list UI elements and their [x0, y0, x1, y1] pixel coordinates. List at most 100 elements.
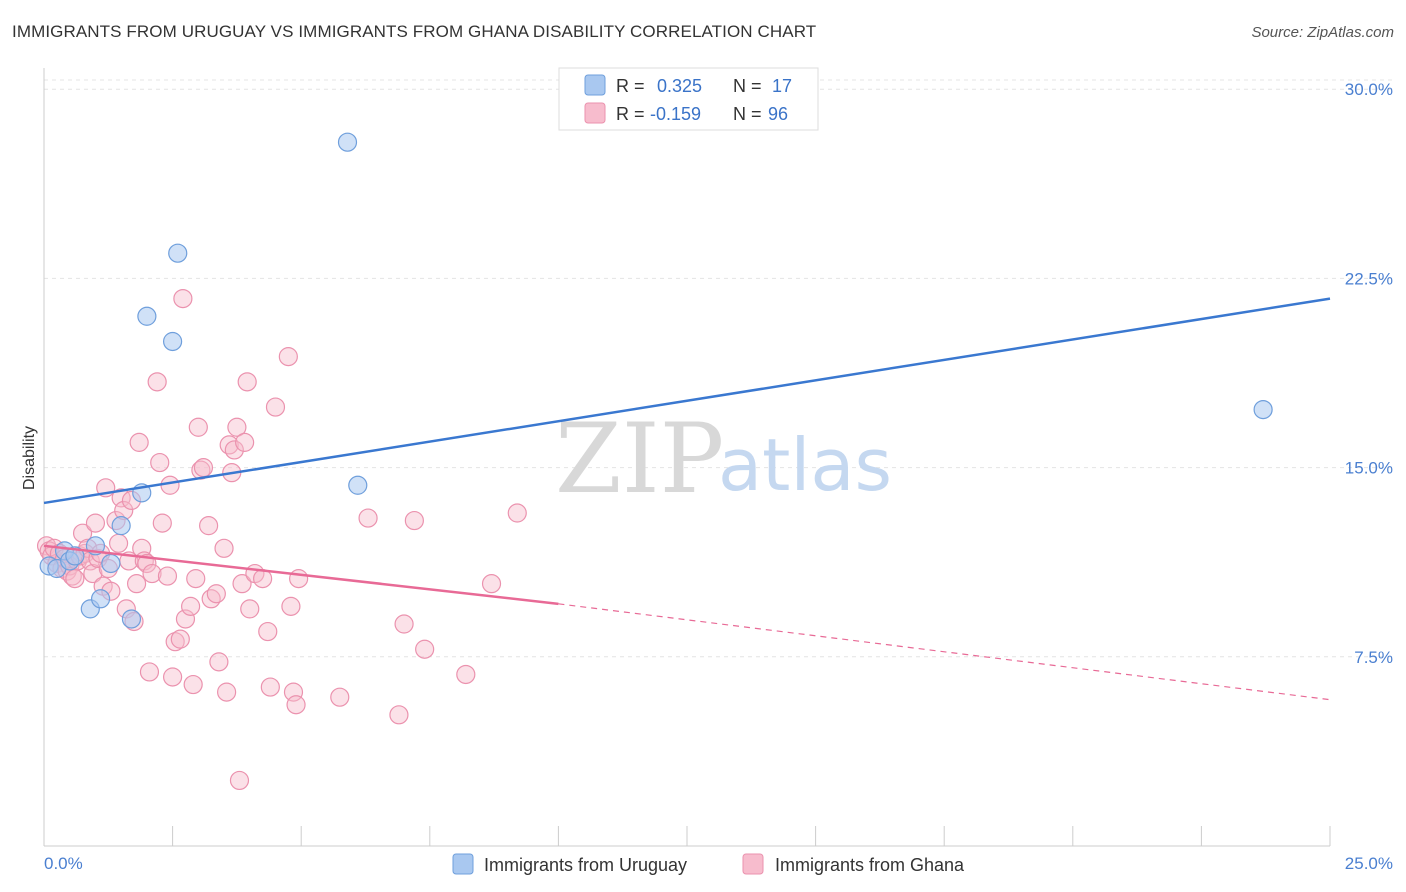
ghana-series-swatch	[742, 853, 764, 875]
uruguay-point	[348, 475, 368, 495]
uruguay-r-value: 0.325	[657, 76, 702, 96]
ghana-points	[36, 289, 527, 791]
y-tick-label: 22.5%	[1345, 269, 1393, 288]
x-tick-label: 0.0%	[44, 854, 83, 873]
ghana-point	[358, 508, 378, 528]
y-tick-label: 15.0%	[1345, 459, 1393, 478]
ghana-point	[224, 440, 244, 460]
ghana-point	[283, 682, 304, 702]
ghana-point	[281, 596, 301, 616]
ghana-point	[507, 503, 527, 523]
watermark-atlas: atlas	[718, 423, 892, 507]
ghana-point	[170, 629, 190, 649]
y-tick-labels: 7.5% 15.0% 22.5% 30.0%	[1345, 80, 1393, 667]
ghana-point	[265, 397, 286, 417]
uruguay-series-label: Immigrants from Uruguay	[484, 855, 687, 875]
uruguay-point	[121, 609, 142, 629]
ghana-point	[160, 475, 180, 495]
chart-title: IMMIGRANTS FROM URUGUAY VS IMMIGRANTS FR…	[12, 22, 817, 41]
ghana-point	[157, 566, 178, 586]
uruguay-trend-line	[43, 297, 1331, 505]
ghana-point	[415, 639, 435, 659]
ghana-point	[83, 563, 103, 584]
ghana-point	[72, 523, 93, 543]
ghana-point	[209, 652, 229, 672]
ghana-point	[126, 574, 147, 594]
stats-legend: R = 0.325 N = 17 R = -0.159 N = 96	[558, 67, 819, 131]
ghana-point	[183, 674, 203, 695]
ghana-point	[260, 677, 280, 697]
ghana-point	[181, 596, 201, 616]
ghana-point	[173, 289, 193, 309]
ghana-r-label: R =	[616, 104, 645, 124]
uruguay-point	[163, 331, 183, 352]
ghana-point	[217, 682, 237, 702]
axes	[43, 68, 1331, 847]
uruguay-point	[168, 243, 188, 263]
uruguay-series-swatch	[452, 853, 474, 875]
ghana-point	[227, 417, 247, 437]
uruguay-point	[90, 589, 111, 609]
ghana-point	[232, 574, 252, 594]
ghana-point	[150, 452, 170, 473]
ghana-legend-swatch	[584, 102, 606, 124]
ghana-point	[394, 614, 414, 634]
ghana-r-value: -0.159	[650, 104, 701, 124]
ghana-point	[456, 664, 476, 685]
ghana-trend-extension	[558, 603, 1331, 701]
ghana-point	[199, 516, 219, 536]
x-tick-label: 25.0%	[1345, 854, 1393, 873]
source-credit: Source: ZipAtlas.com	[1251, 24, 1394, 41]
series-legend: Immigrants from Uruguay Immigrants from …	[452, 853, 965, 875]
ghana-point	[330, 687, 350, 707]
y-tick-label: 7.5%	[1354, 648, 1393, 667]
uruguay-point	[137, 306, 157, 326]
ghana-point	[389, 705, 409, 725]
ghana-point	[278, 347, 298, 367]
ghana-point	[286, 695, 306, 715]
ghana-point	[188, 417, 208, 437]
uruguay-legend-swatch	[584, 74, 606, 96]
ghana-point	[152, 513, 172, 533]
ghana-point	[481, 574, 502, 594]
ghana-point	[129, 432, 149, 452]
uruguay-point	[101, 553, 121, 574]
ghana-point	[289, 569, 309, 589]
uruguay-point	[111, 516, 131, 536]
uruguay-point	[65, 546, 85, 566]
ghana-point	[108, 533, 129, 553]
uruguay-point	[1253, 399, 1273, 420]
y-tick-label: 30.0%	[1345, 80, 1393, 99]
uruguay-r-label: R =	[616, 76, 645, 96]
watermark: ZIP atlas	[555, 403, 892, 515]
ghana-point	[193, 458, 214, 478]
ghana-point	[229, 770, 250, 791]
ghana-n-value: 96	[768, 104, 788, 124]
ghana-point	[147, 372, 167, 392]
ghana-point	[163, 667, 183, 687]
ghana-point	[240, 599, 260, 619]
ghana-series-label: Immigrants from Ghana	[775, 855, 965, 875]
ghana-point	[85, 513, 106, 533]
x-tick-labels: 0.0% 25.0%	[44, 854, 1393, 873]
uruguay-points	[39, 132, 1273, 629]
ghana-point	[214, 538, 234, 558]
ghana-point	[206, 584, 226, 604]
ghana-point	[258, 621, 278, 642]
ghana-point	[186, 569, 206, 589]
uruguay-n-label: N =	[733, 76, 762, 96]
ghana-point	[237, 372, 257, 392]
ghana-point	[175, 609, 196, 629]
trend-lines	[43, 297, 1331, 701]
ghana-point	[404, 510, 424, 531]
watermark-zip: ZIP	[555, 403, 724, 515]
ghana-n-label: N =	[733, 104, 762, 124]
ghana-point	[165, 632, 185, 652]
uruguay-point	[337, 132, 358, 152]
ghana-trend-line	[43, 544, 559, 606]
ghana-point	[142, 563, 162, 584]
ghana-point	[139, 662, 160, 682]
ghana-point	[235, 432, 255, 452]
uruguay-n-value: 17	[772, 76, 792, 96]
